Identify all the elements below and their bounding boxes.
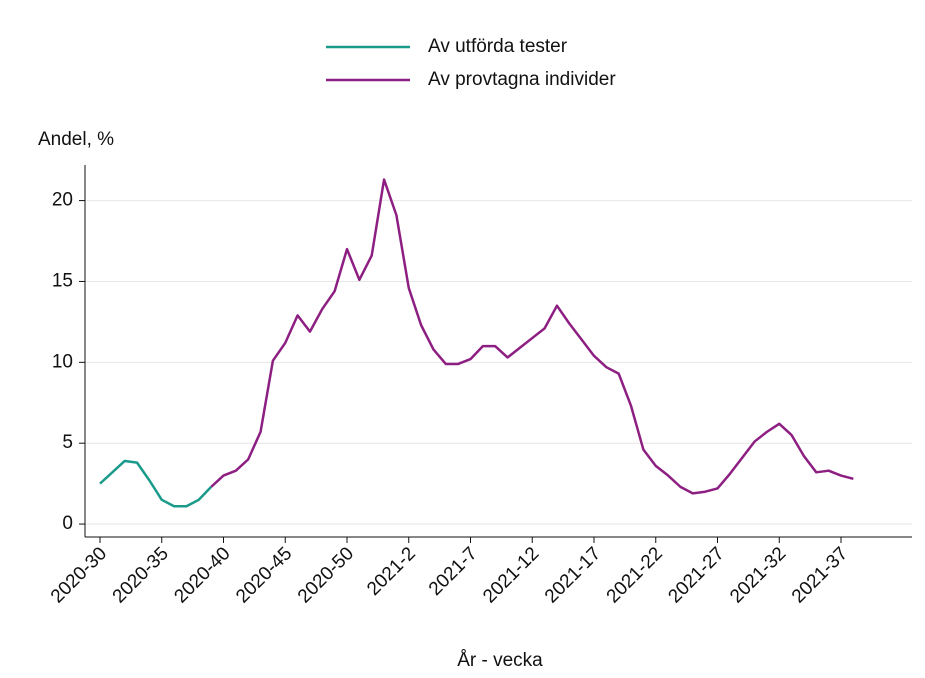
x-tick-label: 2020-45 bbox=[232, 543, 296, 607]
y-tick-label: 15 bbox=[52, 270, 73, 291]
x-tick-label: 2021-37 bbox=[788, 543, 852, 607]
x-tick-label: 2020-50 bbox=[294, 543, 358, 607]
y-tick-label: 20 bbox=[52, 190, 73, 211]
x-axis-label: År - vecka bbox=[457, 650, 543, 671]
x-tick-label: 2021-32 bbox=[726, 543, 790, 607]
legend-label: Av utförda tester bbox=[428, 36, 568, 57]
x-tick-label: 2021-17 bbox=[541, 543, 605, 607]
x-tick-label: 2020-40 bbox=[170, 543, 234, 607]
series-line bbox=[99, 459, 213, 508]
x-tick-label: 2021-27 bbox=[664, 543, 728, 607]
x-tick-label: 2021-12 bbox=[479, 543, 543, 607]
series-line bbox=[210, 178, 854, 495]
x-tick-label: 2021-7 bbox=[425, 543, 482, 600]
y-tick-label: 10 bbox=[52, 351, 73, 372]
y-tick-label: 0 bbox=[62, 513, 73, 534]
x-tick-label: 2020-35 bbox=[109, 543, 173, 607]
x-tick-label: 2021-2 bbox=[363, 543, 420, 600]
x-tick-label: 2020-30 bbox=[47, 543, 111, 607]
legend-label: Av provtagna individer bbox=[428, 69, 616, 90]
y-axis-label: Andel, % bbox=[38, 129, 114, 150]
x-tick-label: 2021-22 bbox=[603, 543, 667, 607]
y-tick-label: 5 bbox=[62, 432, 73, 453]
